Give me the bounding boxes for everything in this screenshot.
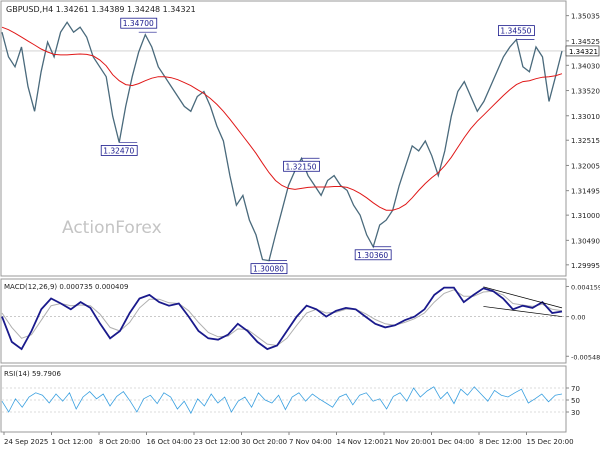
price-tick-label: 1.33520 bbox=[571, 88, 600, 96]
time-tick-label: 7 Nov 04:00 bbox=[289, 438, 332, 446]
macd-lower-trendline bbox=[483, 306, 563, 317]
current-price-box bbox=[565, 45, 600, 57]
rsi-panel-frame bbox=[0, 365, 567, 433]
macd-panel-frame bbox=[0, 278, 567, 364]
price-tick-label: 1.29995 bbox=[571, 262, 600, 270]
rsi-panel: RSI(14) 59.7906 70 50 30 bbox=[0, 365, 580, 433]
macd-tick-label: 0.00 bbox=[571, 314, 585, 322]
price-series-line bbox=[1, 21, 563, 262]
annotation-box bbox=[250, 263, 288, 275]
time-tick-label: 24 Sep 2025 bbox=[4, 438, 48, 446]
moving-average-line bbox=[1, 26, 563, 211]
rsi-lines bbox=[1, 386, 563, 415]
time-tick-label: 8 Dec 12:00 bbox=[479, 438, 522, 446]
annotation-box bbox=[120, 17, 158, 29]
macd-label: MACD(12,26,9) 0.000735 0.000409 bbox=[4, 283, 128, 291]
macd-tick-label: 0.004159 bbox=[571, 283, 600, 291]
price-tick-label: 1.34525 bbox=[571, 38, 600, 46]
time-tick-label: 15 Dec 20:00 bbox=[527, 438, 574, 446]
macd-axis: 0.004159 0.00 -0.005485 bbox=[2, 283, 600, 361]
annotation-label: 1.30360 bbox=[357, 251, 388, 260]
annotation-label: 1.30080 bbox=[253, 265, 284, 274]
annotation-label: 1.32150 bbox=[286, 162, 317, 171]
time-tick-label: 30 Oct 20:00 bbox=[242, 438, 288, 446]
time-tick-label: 1 Dec 04:00 bbox=[432, 438, 475, 446]
price-lines bbox=[1, 21, 563, 262]
annotation-box bbox=[498, 25, 535, 37]
rsi-axis: 70 50 30 bbox=[2, 385, 580, 417]
price-tick-label: 1.31495 bbox=[571, 188, 600, 196]
annotation-label: 1.34700 bbox=[123, 19, 154, 28]
macd-panel: MACD(12,26,9) 0.000735 0.000409 0.004159… bbox=[0, 278, 600, 364]
rsi-line bbox=[1, 386, 563, 415]
macd-lines bbox=[1, 286, 563, 351]
time-tick-label: 14 Nov 12:00 bbox=[337, 438, 384, 446]
time-tick-label: 8 Oct 20:00 bbox=[99, 438, 140, 446]
time-tick-label: 21 Nov 20:00 bbox=[384, 438, 431, 446]
price-tick-label: 1.30490 bbox=[571, 237, 600, 245]
chart-title: GBPUSD,H4 1.34261 1.34389 1.34248 1.3432… bbox=[6, 5, 196, 14]
watermark: ActionForex bbox=[62, 218, 162, 238]
macd-signal-line bbox=[1, 289, 563, 347]
time-tick-label: 23 Oct 12:00 bbox=[194, 438, 240, 446]
time-tick-label: 16 Oct 04:00 bbox=[147, 438, 193, 446]
price-axis: 1.35035 1.34525 1.34030 1.33520 1.33010 1.325… bbox=[565, 13, 600, 270]
price-panel: GBPUSD,H4 1.34261 1.34389 1.34248 1.3432… bbox=[0, 0, 600, 277]
annotation-box bbox=[100, 145, 138, 156]
macd-upper-trendline bbox=[483, 286, 563, 309]
current-price-label: 1.34321 bbox=[569, 48, 598, 56]
price-annotations: 1.34700 1.32470 1.30080 1.32150 1.30360 1.345… bbox=[100, 17, 535, 275]
macd-tick-label: -0.005485 bbox=[571, 353, 600, 361]
price-panel-frame bbox=[0, 0, 567, 277]
price-tick-label: 1.34030 bbox=[571, 62, 600, 70]
price-tick-label: 1.31000 bbox=[571, 212, 600, 220]
macd-line bbox=[1, 286, 563, 351]
annotation-box bbox=[354, 249, 392, 261]
rsi-tick-label: 30 bbox=[571, 409, 580, 417]
price-tick-label: 1.32005 bbox=[571, 162, 600, 170]
time-axis: 24 Sep 2025 1 Oct 12:00 8 Oct 20:00 16 Oct … bbox=[3, 432, 574, 446]
time-tick-label: 1 Oct 12:00 bbox=[52, 438, 93, 446]
annotation-label: 1.34550 bbox=[500, 27, 531, 36]
rsi-tick-label: 50 bbox=[571, 397, 580, 405]
price-tick-label: 1.35035 bbox=[571, 13, 600, 21]
annotation-label: 1.32470 bbox=[103, 146, 134, 155]
price-tick-label: 1.32515 bbox=[571, 137, 600, 145]
price-tick-label: 1.33010 bbox=[571, 113, 600, 121]
rsi-label: RSI(14) 59.7906 bbox=[4, 370, 61, 378]
rsi-tick-label: 70 bbox=[571, 385, 580, 393]
annotation-box bbox=[283, 160, 320, 172]
